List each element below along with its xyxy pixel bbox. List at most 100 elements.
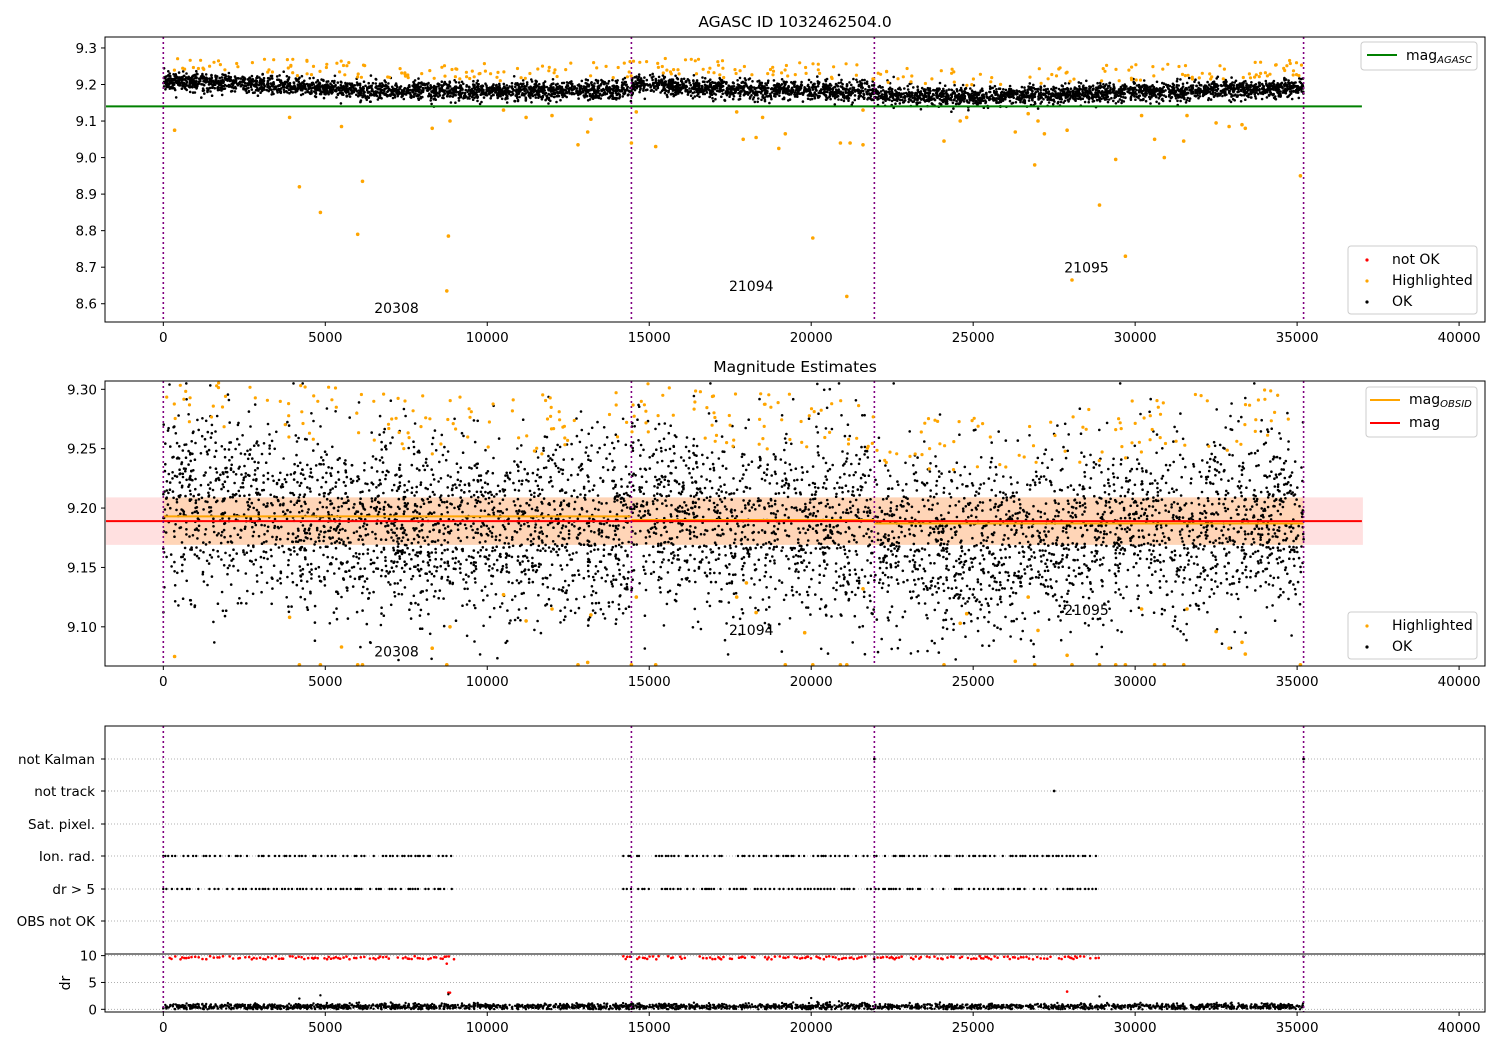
- ok-point: [1198, 95, 1202, 98]
- ok-point: [1187, 76, 1191, 80]
- ok-point: [1181, 82, 1185, 86]
- ok-point: [933, 98, 937, 102]
- ok-point: [471, 98, 475, 101]
- ok-point: [998, 101, 1001, 104]
- ok-point: [709, 81, 712, 85]
- ok-point: [379, 89, 383, 93]
- ok-point: [782, 96, 786, 99]
- ok-point: [1142, 79, 1146, 82]
- ok-point: [730, 85, 734, 88]
- ok-point: [240, 83, 244, 86]
- ok-point: [1176, 77, 1179, 81]
- ok-point: [942, 95, 945, 98]
- ok-point: [236, 77, 240, 80]
- ok-point: [1296, 84, 1300, 88]
- ok-point: [1235, 86, 1238, 90]
- ok-point: [1183, 96, 1186, 100]
- ok-point: [547, 102, 550, 105]
- ok-point: [814, 88, 818, 91]
- ok-point: [1152, 87, 1155, 90]
- ok-point: [840, 78, 843, 82]
- ok-point: [1023, 89, 1027, 92]
- ok-point: [869, 94, 873, 98]
- ok-point: [826, 88, 829, 91]
- ok-point: [343, 90, 347, 93]
- ok-point: [523, 84, 526, 88]
- ok-point: [1114, 102, 1118, 105]
- ok-point: [1008, 84, 1012, 88]
- ok-point: [1106, 100, 1110, 104]
- ok-point: [1175, 79, 1179, 83]
- ok-point: [384, 87, 388, 90]
- ok-point: [185, 88, 188, 92]
- ok-point: [462, 82, 465, 86]
- ok-point: [188, 90, 192, 94]
- ok-point: [751, 98, 755, 101]
- ok-point: [340, 89, 344, 92]
- ok-point: [1033, 95, 1037, 99]
- ok-point: [357, 83, 360, 86]
- ok-point: [465, 85, 468, 88]
- ok-point: [491, 88, 495, 91]
- ok-point: [208, 86, 211, 90]
- ok-point: [250, 88, 254, 91]
- ok-point: [988, 87, 992, 90]
- ok-point: [198, 77, 201, 80]
- ok-point: [178, 76, 182, 79]
- ok-point: [234, 87, 238, 90]
- ok-point: [828, 95, 831, 99]
- ok-point: [701, 89, 704, 93]
- ok-point: [688, 81, 691, 85]
- ok-point: [787, 99, 790, 102]
- ok-point: [709, 84, 713, 88]
- ok-point: [408, 84, 411, 87]
- ok-point: [890, 99, 894, 103]
- ok-point: [270, 77, 274, 80]
- ok-point: [847, 99, 850, 102]
- ok-point: [658, 80, 662, 83]
- ok-point: [1148, 97, 1152, 101]
- ok-point: [578, 88, 582, 91]
- ok-point: [1016, 90, 1020, 93]
- ok-point: [703, 77, 707, 80]
- ok-point: [185, 72, 188, 75]
- ok-point: [863, 82, 867, 85]
- ok-point: [214, 78, 218, 81]
- ok-point: [950, 110, 953, 113]
- ok-point: [617, 97, 621, 100]
- ok-point: [885, 96, 888, 100]
- ok-point: [201, 76, 205, 80]
- ok-point: [840, 98, 843, 102]
- ok-point: [752, 91, 755, 94]
- ok-point: [585, 85, 588, 88]
- ok-point: [165, 85, 168, 89]
- ok-point: [226, 77, 230, 81]
- ok-point: [340, 81, 343, 84]
- ok-point: [211, 85, 214, 89]
- ok-point: [924, 88, 927, 92]
- ok-point: [255, 81, 258, 84]
- ok-point: [1194, 91, 1197, 95]
- ok-point: [701, 92, 705, 96]
- ok-point: [1064, 82, 1067, 85]
- ok-point: [1246, 88, 1250, 92]
- ok-point: [586, 78, 590, 82]
- ok-point: [201, 87, 205, 90]
- ok-point: [714, 93, 718, 96]
- ok-point: [443, 89, 447, 92]
- ok-point: [1117, 100, 1120, 103]
- ok-point: [260, 89, 264, 93]
- ok-point: [960, 96, 963, 99]
- ok-point: [1225, 80, 1228, 83]
- ok-point: [916, 85, 919, 88]
- ok-point: [877, 85, 880, 89]
- ok-point: [599, 97, 603, 100]
- ok-point: [1236, 90, 1239, 94]
- ok-point: [417, 77, 420, 80]
- ok-point: [367, 96, 370, 99]
- ok-point: [682, 77, 686, 81]
- ok-point: [429, 84, 432, 87]
- ok-point: [841, 82, 844, 86]
- ok-point: [267, 89, 271, 93]
- ok-point: [709, 78, 712, 81]
